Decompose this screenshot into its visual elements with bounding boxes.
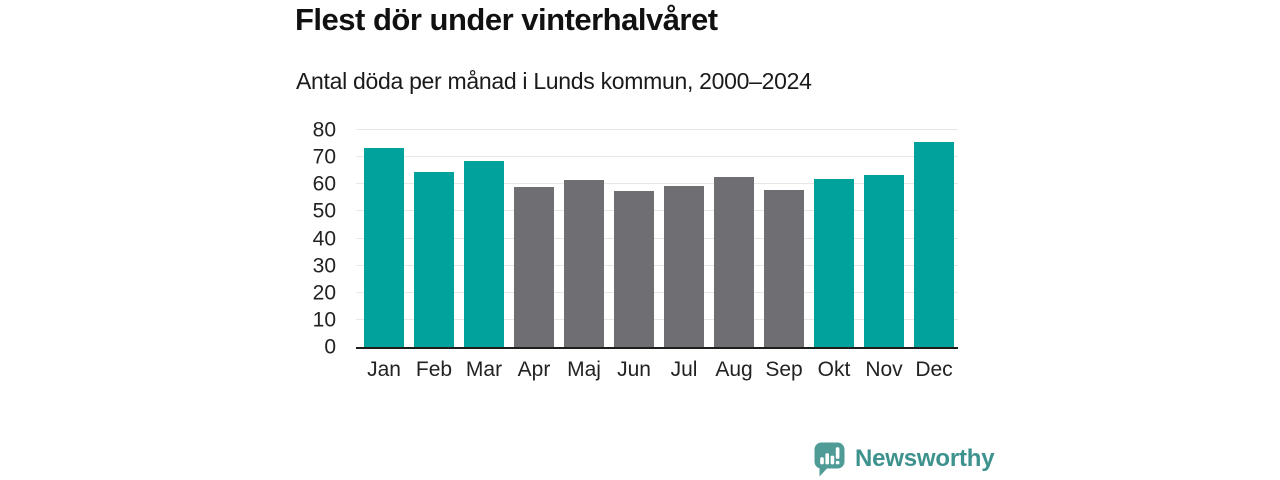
gridline-10	[356, 318, 958, 320]
newsworthy-logo-text: Newsworthy	[855, 445, 995, 472]
gridline-60	[356, 183, 958, 185]
gridline-70	[356, 156, 958, 158]
y-tick-label-20: 20	[312, 281, 336, 305]
bar-jan	[364, 147, 404, 347]
x-tick-label-mar: Mar	[465, 358, 503, 381]
bars-container	[356, 130, 958, 347]
bar-okt	[814, 178, 854, 347]
newsworthy-logo: Newsworthy	[812, 441, 995, 477]
bar-jun	[614, 191, 654, 347]
x-tick-label-sep: Sep	[765, 358, 803, 381]
chart-title: Flest dör under vinterhalvåret	[295, 2, 718, 37]
y-axis-labels: 0 10 20 30 40 50 60 70 80	[280, 120, 346, 358]
x-tick-label-okt: Okt	[817, 358, 851, 381]
x-tick-label-dec: Dec	[915, 358, 953, 381]
y-tick-label-80: 80	[312, 118, 336, 142]
bar-nov	[864, 174, 904, 347]
x-axis-labels: Jan Feb Mar Apr Maj Jun Jul Aug Sep Okt Nov Dec	[356, 358, 958, 382]
y-tick-label-30: 30	[312, 254, 336, 278]
x-tick-label-jun: Jun	[617, 358, 651, 381]
y-tick-label-0: 0	[324, 335, 336, 359]
bar-dec	[914, 142, 954, 347]
x-tick-label-jan: Jan	[367, 358, 401, 381]
y-tick-label-60: 60	[312, 172, 336, 196]
gridline-80	[356, 129, 958, 130]
y-tick-label-70: 70	[312, 145, 336, 169]
newsworthy-logo-icon	[812, 441, 847, 477]
x-tick-label-jul: Jul	[670, 358, 698, 381]
x-tick-label-aug: Aug	[715, 358, 753, 381]
bar-sep	[764, 189, 804, 347]
y-tick-label-50: 50	[312, 199, 336, 223]
bar-feb	[414, 172, 454, 347]
bar-apr	[514, 186, 554, 347]
x-tick-label-feb: Feb	[415, 358, 453, 381]
y-tick-label-10: 10	[312, 308, 336, 332]
chart-subtitle: Antal döda per månad i Lunds kommun, 200…	[296, 68, 812, 94]
bar-jul	[664, 185, 704, 347]
x-tick-label-apr: Apr	[517, 358, 551, 381]
gridline-20	[356, 291, 958, 293]
gridline-50	[356, 210, 958, 212]
gridline-40	[356, 237, 958, 239]
gridline-30	[356, 264, 958, 266]
y-tick-label-40: 40	[312, 227, 336, 250]
x-tick-label-nov: Nov	[865, 358, 903, 381]
x-tick-label-maj: Maj	[567, 358, 601, 381]
bar-aug	[714, 177, 754, 347]
plot-area	[356, 129, 958, 349]
bar-mar	[464, 161, 504, 347]
bar-maj	[564, 180, 604, 347]
